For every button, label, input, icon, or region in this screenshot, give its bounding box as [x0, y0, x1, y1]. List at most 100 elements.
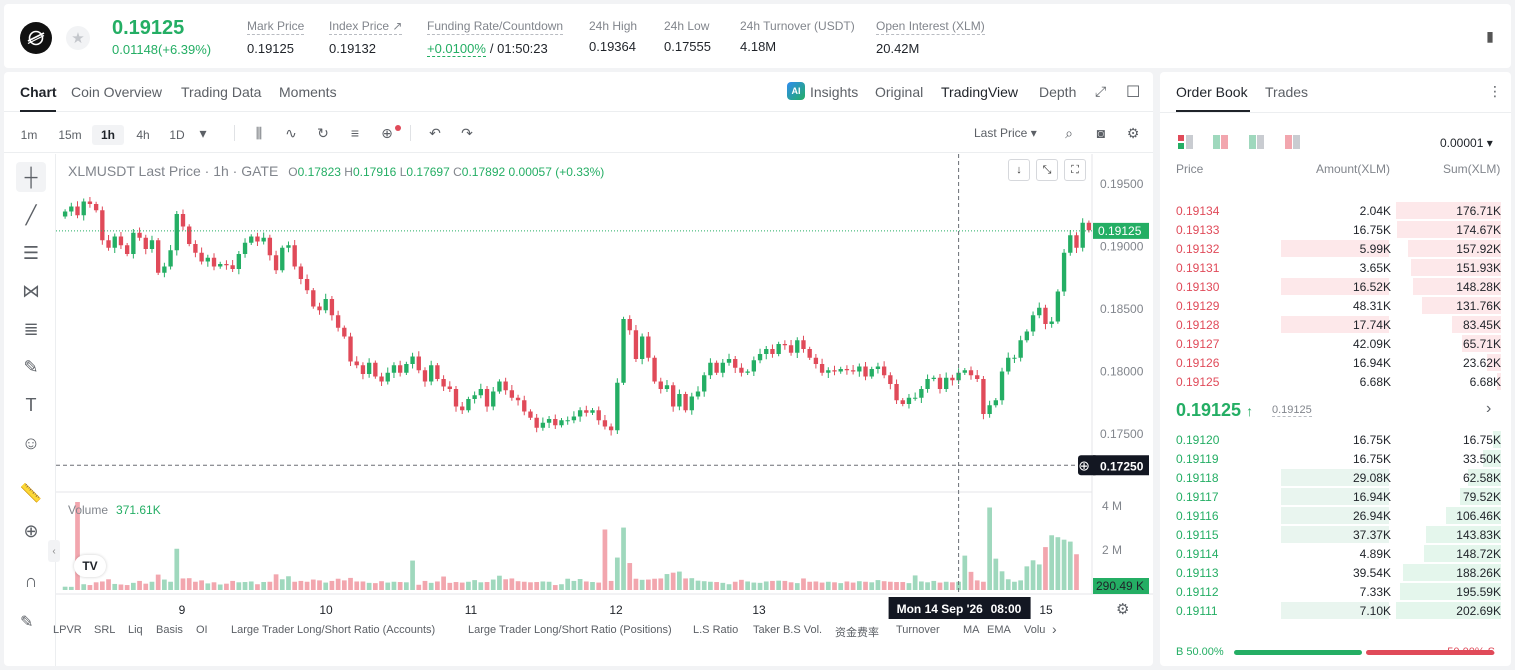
ask-row[interactable]: 0.19128 17.74K 83.45K [1160, 315, 1511, 334]
stat-label[interactable]: Funding Rate/Countdown [427, 19, 564, 35]
templates-icon[interactable]: ≡ [350, 125, 360, 141]
bid-row[interactable]: 0.19117 16.94K 79.52K [1160, 487, 1511, 506]
bid-row[interactable]: 0.19119 16.75K 33.50K [1160, 449, 1511, 468]
interval-4h[interactable]: 4h [136, 128, 150, 142]
ask-row[interactable]: 0.19131 3.65K 151.93K [1160, 258, 1511, 277]
fib-icon[interactable]: ≣ [23, 318, 39, 339]
expand-icon[interactable]: ⤢ [1095, 83, 1107, 99]
candlestick-chart[interactable]: 0.19500 0.19000 0.18500 0.18000 0.17500 9 10 11… [56, 154, 1153, 666]
bid-row[interactable]: 0.19118 29.08K 62.58K [1160, 468, 1511, 487]
interval-1d[interactable]: 1D [169, 128, 185, 142]
indicator-6[interactable]: Large Trader Long/Short Ratio (Positions… [468, 624, 672, 636]
collapse-icon[interactable]: ⤡ [1036, 159, 1058, 181]
brush-icon[interactable]: ✎ [23, 356, 39, 377]
indicator-3[interactable]: Basis [156, 624, 183, 636]
price-type-select[interactable]: Last Price ▾ [974, 126, 1037, 140]
candle-type-icon[interactable]: ⫼ [255, 124, 263, 141]
indicator-11[interactable]: MA [963, 624, 980, 636]
maximize-icon[interactable]: ⛶ [1064, 159, 1086, 181]
ask-row[interactable]: 0.19132 5.99K 157.92K [1160, 239, 1511, 258]
chevron-right-icon[interactable]: › [1052, 621, 1057, 637]
indicator-12[interactable]: EMA [987, 624, 1011, 636]
collapse-sidebar-icon[interactable]: ‹ [48, 540, 60, 562]
tab-trading-data[interactable]: Trading Data [181, 84, 262, 100]
view-insights[interactable]: Insights [810, 84, 859, 100]
tab-coin-overview[interactable]: Coin Overview [71, 84, 163, 100]
interval-15m[interactable]: 15m [58, 128, 82, 142]
chevron-right-icon[interactable]: › [1486, 400, 1492, 417]
favorite-star-icon[interactable]: ★ [66, 26, 90, 50]
candle-body [664, 385, 670, 389]
indicator-5[interactable]: Large Trader Long/Short Ratio (Accounts) [231, 624, 436, 636]
interval-dropdown-icon[interactable]: ▾ [199, 124, 207, 141]
bid-row[interactable]: 0.19113 39.54K 188.26K [1160, 563, 1511, 582]
tab-moments[interactable]: Moments [279, 84, 337, 100]
indicator-8[interactable]: Taker B.S Vol. [753, 624, 823, 636]
stat-label[interactable]: Mark Price [247, 19, 305, 35]
precision-select[interactable]: 0.00001 ▾ [1440, 136, 1493, 150]
view-both-icon[interactable] [1178, 135, 1194, 149]
bid-row[interactable]: 0.19115 37.37K 143.83K [1160, 525, 1511, 544]
ruler-icon[interactable]: 📏 [19, 482, 43, 503]
ai-insights-icon[interactable]: AI [787, 82, 805, 100]
pattern-icon[interactable]: ⋈ [22, 280, 40, 301]
indicators-icon[interactable]: ∿ [285, 124, 297, 141]
more-options-icon[interactable]: ⋮ [1488, 83, 1502, 99]
interval-1h[interactable]: 1h [92, 125, 124, 145]
view-original[interactable]: Original [875, 84, 924, 100]
ask-row[interactable]: 0.19127 42.09K 65.71K [1160, 334, 1511, 353]
tab-trades[interactable]: Trades [1265, 84, 1309, 100]
interval-1m[interactable]: 1m [20, 128, 38, 142]
undo-icon[interactable]: ↶ [429, 124, 441, 141]
view-tradingview[interactable]: TradingView [941, 84, 1019, 100]
view-depth[interactable]: Depth [1039, 84, 1077, 100]
indicator-7[interactable]: L.S Ratio [693, 624, 739, 636]
settings-gear-icon[interactable]: ⚙ [1126, 124, 1140, 141]
indicator-1[interactable]: SRL [94, 624, 116, 636]
bid-row[interactable]: 0.19116 26.94K 106.46K [1160, 506, 1511, 525]
stat-label[interactable]: Index Price ↗ [329, 19, 403, 35]
indicator-10[interactable]: Turnover [896, 624, 940, 636]
indicator-9[interactable]: 资金费率 [835, 627, 879, 639]
notebook-icon[interactable]: ▮ [1486, 27, 1494, 44]
view-dual-icon[interactable] [1213, 135, 1229, 149]
indicator-2[interactable]: Liq [128, 624, 143, 636]
window-icon[interactable]: ☐ [1126, 84, 1141, 101]
tab-order-book[interactable]: Order Book [1176, 84, 1248, 100]
view-bids-icon[interactable] [1249, 135, 1265, 149]
candle-body [1080, 222, 1085, 248]
trendline-icon[interactable]: ╱ [25, 204, 37, 225]
camera-icon[interactable]: ◙ [1096, 125, 1106, 141]
emoji-icon[interactable]: ☺ [21, 432, 41, 453]
arrow-down-icon[interactable]: ↓ [1008, 159, 1030, 181]
tab-chart[interactable]: Chart [20, 84, 57, 100]
x-tick-label: 10 [319, 603, 333, 617]
horizontal-lines-icon[interactable]: ☰ [22, 242, 40, 263]
search-icon[interactable]: ⌕ [1065, 124, 1073, 141]
ask-row[interactable]: 0.19126 16.94K 23.62K [1160, 353, 1511, 372]
text-tool-icon[interactable]: T [25, 394, 37, 415]
crosshair-icon[interactable]: ┼ [16, 162, 46, 192]
bid-row[interactable]: 0.19120 16.75K 16.75K [1160, 430, 1511, 449]
axis-settings-icon[interactable]: ⚙ [1116, 601, 1130, 618]
redo-icon[interactable]: ↷ [461, 124, 473, 141]
indicator-13[interactable]: Volu [1024, 624, 1046, 636]
indicator-4[interactable]: OI [196, 624, 208, 636]
replay-icon[interactable]: ↻ [317, 124, 329, 141]
indicator-0[interactable]: LPVR [53, 624, 82, 636]
volume-bar [149, 581, 155, 590]
ask-row[interactable]: 0.19134 2.04K 176.71K [1160, 201, 1511, 220]
ask-row[interactable]: 0.19129 48.31K 131.76K [1160, 296, 1511, 315]
add-indicator-icon[interactable]: ⊕ [381, 124, 393, 141]
ask-row[interactable]: 0.19130 16.52K 148.28K [1160, 277, 1511, 296]
edit-pencil-icon[interactable]: ✎ [20, 614, 34, 631]
zoom-in-icon[interactable]: ⊕ [23, 520, 39, 541]
ask-row[interactable]: 0.19133 16.75K 174.67K [1160, 220, 1511, 239]
bid-row[interactable]: 0.19112 7.33K 195.59K [1160, 582, 1511, 601]
bid-row[interactable]: 0.19111 7.10K 202.69K [1160, 601, 1511, 620]
ask-row[interactable]: 0.19125 6.68K 6.68K [1160, 372, 1511, 391]
stat-label[interactable]: Open Interest (XLM) [876, 19, 985, 35]
magnet-icon[interactable]: ∩ [24, 570, 38, 591]
bid-row[interactable]: 0.19114 4.89K 148.72K [1160, 544, 1511, 563]
view-asks-icon[interactable] [1285, 135, 1301, 149]
